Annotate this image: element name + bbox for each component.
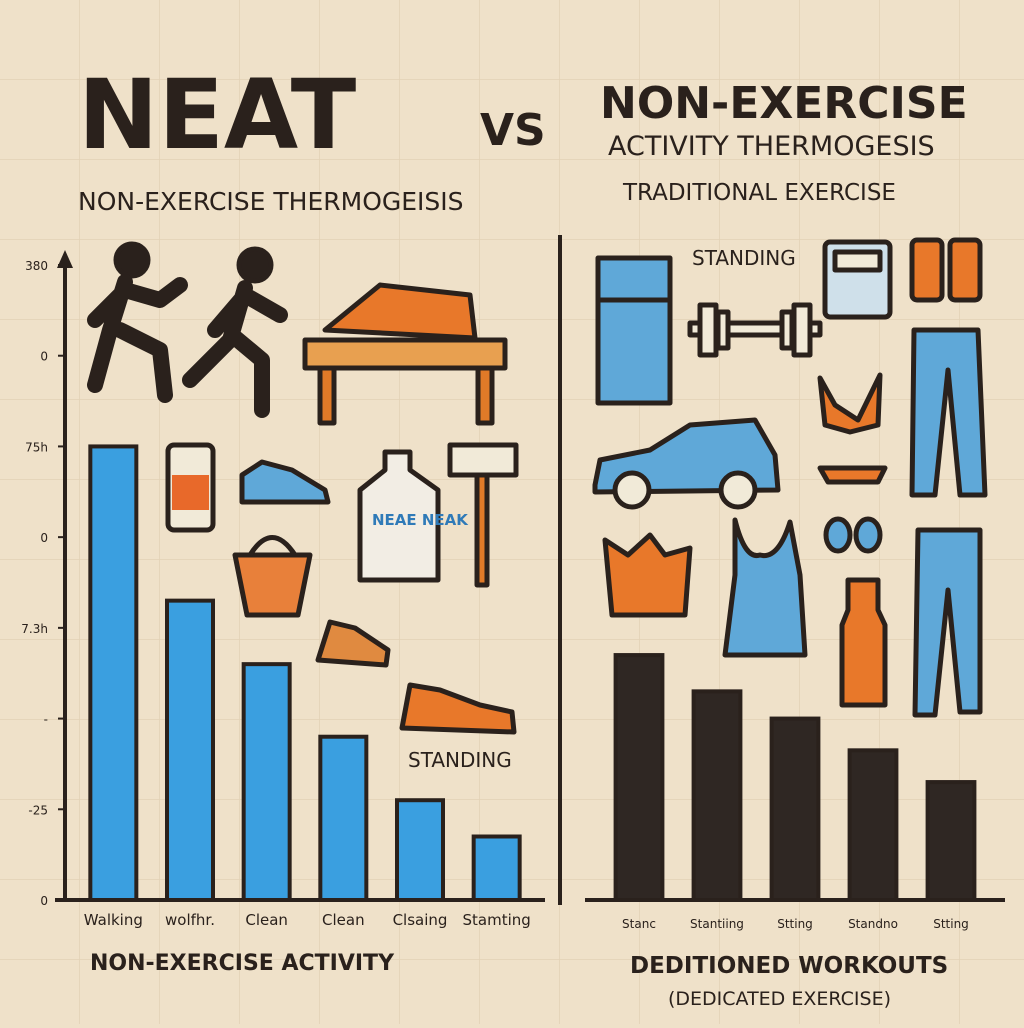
bottle-label: NEAE NEAK: [372, 511, 469, 529]
left-subtitle: NON-EXERCISE THERMOGEISIS: [78, 187, 464, 216]
bar: [847, 748, 899, 902]
x-tick-label: Stamting: [463, 911, 531, 929]
x-tick-label: Clean: [245, 911, 288, 929]
shoe-icon: [239, 459, 331, 505]
car-icon: [592, 417, 781, 510]
dumbbell-icon: [687, 302, 823, 358]
x-tick-label: Stanc: [622, 917, 656, 931]
annotation: STANDING: [408, 748, 512, 772]
bar: [925, 780, 977, 902]
x-tick-label: Walking: [84, 911, 143, 929]
x-tick-label: Clean: [322, 911, 365, 929]
x-tick-label: Standno: [848, 917, 898, 931]
vs: VS: [480, 105, 546, 156]
brush-icon: [447, 442, 519, 588]
bar: [88, 444, 139, 902]
fridge-icon: [595, 255, 673, 406]
bar: [165, 598, 215, 903]
bar: [395, 798, 445, 903]
axis-arrow: [57, 250, 73, 268]
right-subtitle: ACTIVITY THERMOGESIS: [608, 131, 935, 162]
bar: [769, 716, 821, 902]
tank-icon: [722, 517, 808, 658]
table-icon: [302, 282, 508, 426]
bar: [318, 734, 369, 903]
y-tick-label: 7.3h: [21, 622, 48, 636]
bar: [471, 834, 522, 902]
x-tick-label: Clsaing: [393, 911, 448, 929]
y-tick-label: 380: [25, 259, 48, 273]
y-tick-label: -25: [28, 803, 48, 817]
shirt-icon: [602, 532, 693, 618]
y-tick-label: 75h: [25, 440, 48, 454]
chart-title: DEDITIONED WORKOUTS: [630, 953, 948, 979]
y-tick-label: 0: [40, 350, 48, 364]
annotation: STANDING: [692, 246, 796, 270]
y-tick-label: 0: [40, 894, 48, 908]
right-caption: TRADITIONAL EXERCISE: [622, 180, 896, 206]
chart-subtitle: (DEDICATED EXERCISE): [668, 988, 891, 1010]
title: NEAT: [78, 59, 356, 171]
y-tick-label: 0: [40, 531, 48, 545]
runner-icon: [87, 241, 288, 418]
bar: [241, 662, 292, 903]
top-icon: [817, 372, 883, 435]
x-tick-label: wolfhr.: [165, 911, 215, 929]
basket-icon: [232, 535, 313, 618]
x-tick-label: Stting: [933, 917, 969, 931]
glove-icon: [909, 237, 983, 303]
jar-icon: [165, 442, 216, 533]
chart-title: NON-EXERCISE ACTIVITY: [90, 951, 395, 976]
pants-icon: [912, 527, 983, 718]
pads-icon: [823, 516, 883, 554]
y-tick-label: -: [44, 713, 48, 727]
pants-icon: [909, 327, 988, 498]
icons: NEAE NEAK: [87, 237, 988, 735]
shoe-icon: [315, 619, 391, 668]
x-tick-label: Stantiing: [690, 917, 744, 931]
bottle-icon: [357, 449, 441, 583]
bar: [613, 653, 665, 902]
calculator-icon: [822, 239, 893, 320]
shoe-icon: [399, 682, 517, 735]
x-tick-label: Stting: [777, 917, 813, 931]
bar: [691, 689, 743, 902]
band-icon: [817, 465, 888, 485]
right-title: NON-EXERCISE: [600, 78, 968, 129]
bottle-icon: [839, 577, 888, 708]
